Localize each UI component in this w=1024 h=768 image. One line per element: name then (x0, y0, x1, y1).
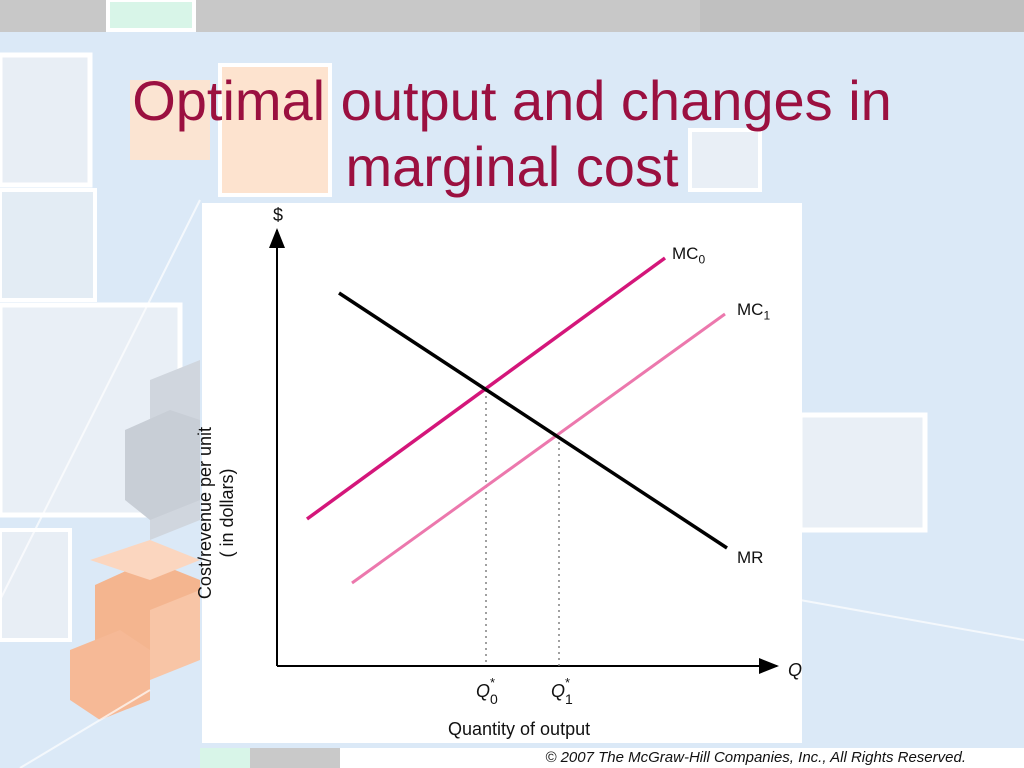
q0-sup: * (490, 675, 496, 690)
copyright-footer: © 2007 The McGraw-Hill Companies, Inc., … (545, 749, 966, 766)
footer-bar: © 2007 The McGraw-Hill Companies, Inc., … (340, 748, 1024, 768)
title-line-2: marginal cost (345, 135, 679, 198)
mc1-label: MC1 (737, 300, 770, 322)
mc1-label-base: MC (737, 300, 764, 319)
y-axis-label-line-1: Cost/revenue per unit (195, 426, 215, 600)
y-axis-symbol: $ (273, 205, 284, 225)
q1-base: Q (551, 681, 566, 701)
mc0-label-base: MC (672, 244, 699, 263)
mc1-label-sub: 1 (763, 308, 771, 323)
mr-curve (338, 291, 728, 550)
slide-title: Optimal output and changes in marginal c… (0, 68, 1024, 200)
y-axis-label: Cost/revenue per unit ( in dollars) (194, 383, 238, 643)
mc0-label: MC0 (672, 244, 705, 266)
diagram-panel: $ Q MC0 MC1 MR Cost/revenue per unit ( i… (195, 203, 803, 743)
y-axis-label-line-2: ( in dollars) (217, 468, 237, 558)
title-line-1: Optimal output and changes in (132, 69, 892, 132)
marginal-cost-diagram (269, 228, 779, 674)
x-axis-symbol: Q (788, 660, 803, 680)
footer-stripe-gray (250, 748, 340, 768)
q0-star-label: Q * 0 (476, 675, 498, 707)
mr-label: MR (737, 548, 764, 567)
mc1-curve (351, 312, 726, 585)
q1-star-label: Q * 1 (551, 675, 573, 707)
q0-base: Q (476, 681, 491, 701)
q1-sub: 1 (565, 691, 573, 707)
q1-sup: * (565, 675, 571, 690)
x-axis-label: Quantity of output (448, 719, 591, 739)
footer-stripe-green (200, 748, 250, 768)
mc0-label-sub: 0 (698, 252, 706, 267)
q0-sub: 0 (490, 691, 498, 707)
